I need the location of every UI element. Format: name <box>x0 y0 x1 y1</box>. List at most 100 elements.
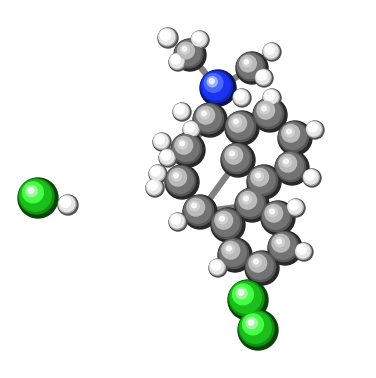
Circle shape <box>196 35 198 38</box>
Circle shape <box>309 124 315 129</box>
Circle shape <box>183 121 201 139</box>
Circle shape <box>183 195 217 229</box>
Circle shape <box>295 243 313 261</box>
Circle shape <box>268 47 270 50</box>
Circle shape <box>211 261 220 270</box>
Circle shape <box>306 121 322 137</box>
Circle shape <box>243 314 264 335</box>
Circle shape <box>197 106 215 124</box>
Circle shape <box>242 194 251 204</box>
Circle shape <box>161 151 170 160</box>
Circle shape <box>270 233 296 259</box>
Circle shape <box>173 103 191 121</box>
Circle shape <box>245 251 279 285</box>
Circle shape <box>284 159 288 164</box>
Circle shape <box>259 73 262 76</box>
Circle shape <box>180 45 190 54</box>
Circle shape <box>236 52 268 84</box>
Circle shape <box>190 201 199 211</box>
Circle shape <box>257 101 274 119</box>
Circle shape <box>264 44 278 58</box>
Circle shape <box>162 152 168 157</box>
Circle shape <box>311 125 313 128</box>
Circle shape <box>247 165 281 199</box>
Circle shape <box>171 215 180 224</box>
Circle shape <box>269 232 299 262</box>
Circle shape <box>291 202 296 208</box>
Circle shape <box>160 150 174 164</box>
Circle shape <box>254 259 258 264</box>
Circle shape <box>171 55 180 64</box>
Circle shape <box>146 179 164 197</box>
Circle shape <box>265 91 274 100</box>
Circle shape <box>150 182 155 187</box>
Circle shape <box>209 79 214 84</box>
Circle shape <box>261 201 295 235</box>
Circle shape <box>209 259 227 277</box>
Circle shape <box>215 211 233 229</box>
Circle shape <box>246 252 276 282</box>
Circle shape <box>288 200 302 214</box>
Circle shape <box>257 71 267 80</box>
Circle shape <box>254 99 284 129</box>
Circle shape <box>154 134 168 148</box>
Circle shape <box>149 165 165 181</box>
Circle shape <box>63 200 66 203</box>
Circle shape <box>147 180 161 194</box>
Circle shape <box>306 121 324 139</box>
Circle shape <box>166 166 196 195</box>
Circle shape <box>162 32 168 37</box>
Circle shape <box>148 181 158 190</box>
Circle shape <box>267 46 271 51</box>
Circle shape <box>277 153 303 179</box>
Circle shape <box>276 152 306 181</box>
Circle shape <box>173 56 177 61</box>
Circle shape <box>200 109 209 119</box>
Circle shape <box>238 54 262 79</box>
Circle shape <box>255 100 281 126</box>
Circle shape <box>163 33 166 36</box>
Circle shape <box>236 189 265 218</box>
Circle shape <box>202 111 206 116</box>
Circle shape <box>240 312 271 343</box>
Circle shape <box>170 54 184 68</box>
Circle shape <box>270 209 274 214</box>
Circle shape <box>153 133 169 149</box>
Circle shape <box>228 280 268 320</box>
Circle shape <box>232 117 241 127</box>
Circle shape <box>186 124 192 129</box>
Circle shape <box>299 246 304 251</box>
Circle shape <box>296 243 311 259</box>
Circle shape <box>169 213 185 229</box>
Circle shape <box>263 89 279 105</box>
Circle shape <box>256 70 270 84</box>
Circle shape <box>219 239 249 269</box>
Circle shape <box>159 149 175 165</box>
Circle shape <box>178 42 194 59</box>
Circle shape <box>234 90 248 104</box>
Circle shape <box>262 106 267 111</box>
Circle shape <box>169 213 187 231</box>
Circle shape <box>187 198 205 216</box>
Circle shape <box>210 260 224 274</box>
Circle shape <box>244 60 249 64</box>
Circle shape <box>289 201 299 210</box>
Circle shape <box>222 242 240 259</box>
Circle shape <box>267 92 271 98</box>
Circle shape <box>156 136 162 141</box>
Circle shape <box>239 311 274 346</box>
Circle shape <box>174 104 188 118</box>
Circle shape <box>193 103 227 137</box>
Circle shape <box>214 263 216 266</box>
Circle shape <box>177 107 180 110</box>
Circle shape <box>175 136 193 154</box>
Circle shape <box>173 135 199 161</box>
Circle shape <box>272 234 290 252</box>
Circle shape <box>183 121 199 137</box>
Circle shape <box>304 170 318 184</box>
Circle shape <box>263 43 281 61</box>
Circle shape <box>253 98 287 132</box>
Circle shape <box>155 135 164 144</box>
Circle shape <box>174 217 176 220</box>
Circle shape <box>174 57 176 60</box>
